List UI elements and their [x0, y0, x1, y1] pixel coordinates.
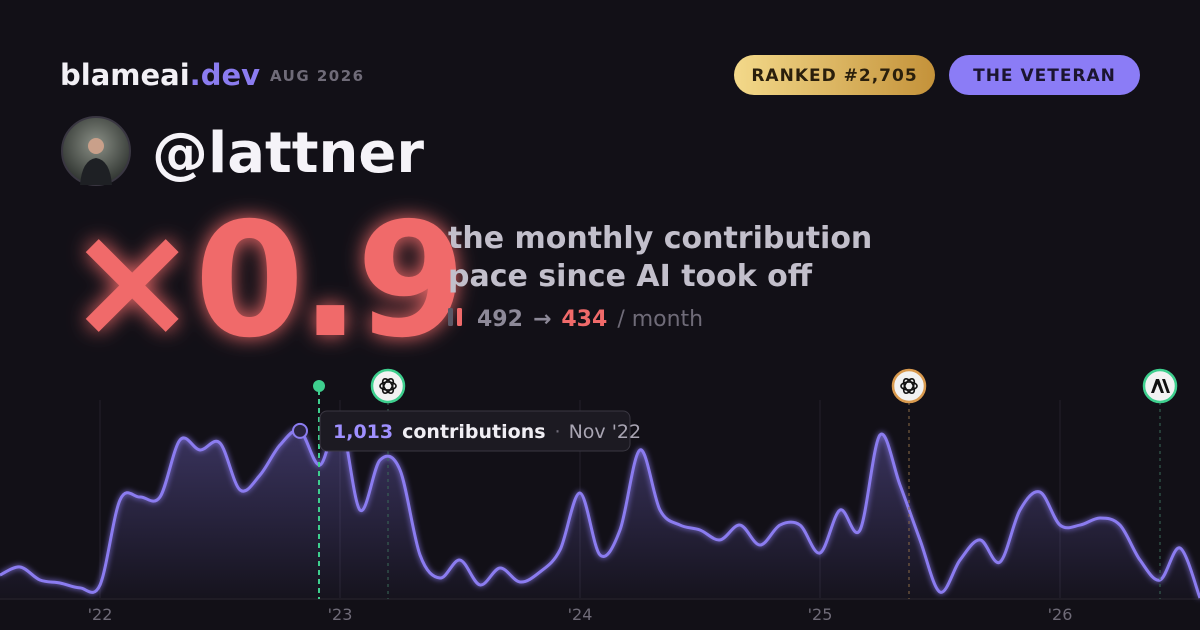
- period: AUG 2026: [270, 67, 365, 85]
- pace-arrow: →: [533, 307, 551, 332]
- pace-before: 492: [477, 307, 523, 332]
- title-badge: [949, 55, 1140, 95]
- title-badge-text: THE VETERAN: [973, 66, 1116, 86]
- pace-icon: [448, 308, 453, 326]
- multiplier: ×0.9: [66, 189, 462, 373]
- pace-after: 434: [561, 307, 607, 332]
- tooltip-date: Nov '22: [569, 421, 642, 443]
- tooltip-value: 1,013: [333, 421, 393, 443]
- x-tick-label: '26: [1048, 605, 1073, 624]
- anthropic-icon: [1142, 368, 1178, 404]
- avatar-figure: [80, 158, 112, 185]
- x-tick-label: '25: [808, 605, 833, 624]
- x-tick-label: '23: [328, 605, 353, 624]
- line: [0, 417, 1200, 599]
- brand-name: blameai: [60, 58, 190, 92]
- brand-tld: .dev: [190, 58, 260, 92]
- highlight-point: [292, 422, 308, 439]
- avatar-head: [88, 138, 104, 154]
- pace-icon: [457, 308, 462, 326]
- pace-unit: / month: [617, 307, 703, 332]
- rank-badge: [734, 55, 935, 95]
- brand: blameai.dev: [60, 58, 260, 92]
- x-tick-label: '24: [568, 605, 593, 624]
- chart: '22 '23 '24 '25 '26: [0, 400, 1200, 624]
- tooltip-label: contributions: [402, 421, 545, 443]
- headline-line: the monthly contribution: [448, 221, 872, 256]
- pace-stats: 492 → 434 / month: [477, 307, 703, 332]
- rank-badge-text: RANKED #2,705: [751, 66, 917, 86]
- openai-icon: [891, 368, 927, 404]
- headline-line: pace since AI took off: [448, 259, 813, 294]
- handle: @lattner: [152, 121, 424, 186]
- area: [0, 419, 1200, 598]
- tooltip-separator: ·: [555, 421, 561, 443]
- tooltip: [319, 410, 631, 452]
- tooltip-text: 1,013 contributions · Nov '22: [333, 421, 641, 443]
- event-dot: [313, 380, 325, 392]
- openai-icon: [370, 368, 406, 404]
- x-tick-label: '22: [88, 605, 113, 624]
